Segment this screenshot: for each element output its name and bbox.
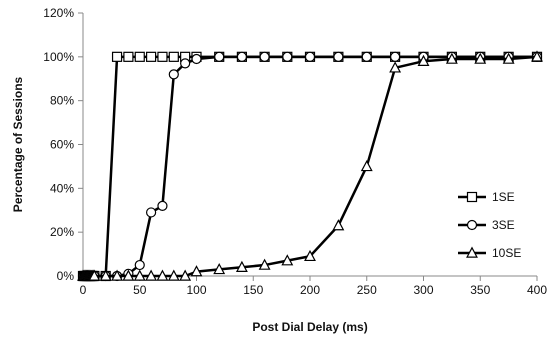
legend-marker-3se <box>466 219 478 231</box>
data-point-1se <box>146 51 157 62</box>
x-tick-label: 100 <box>186 283 206 297</box>
data-point-3se <box>134 259 145 271</box>
data-point-10se <box>190 265 203 277</box>
series-line-3se <box>82 55 537 278</box>
x-tick-label: 200 <box>300 283 320 297</box>
data-point-3se <box>146 207 157 218</box>
x-axis-ticks: 0 50 100 150 200 250 300 350 400 <box>80 276 547 297</box>
data-point-3se <box>333 51 344 62</box>
y-tick-label: 20% <box>50 225 74 239</box>
series-line-10se <box>82 55 538 278</box>
data-point-10se <box>281 254 294 266</box>
x-tick-label: 250 <box>357 283 377 297</box>
y-tick-label: 100% <box>43 50 74 64</box>
x-axis-title: Post Dial Delay (ms) <box>252 320 367 334</box>
data-point-10se <box>332 219 345 231</box>
data-point-10se <box>445 52 458 64</box>
data-point-10se <box>133 269 146 281</box>
data-point-1se <box>111 51 123 62</box>
data-point-10se <box>213 262 226 275</box>
legend: 1SE 3SE 10SE <box>458 190 521 260</box>
x-tick-label: 300 <box>413 283 433 297</box>
data-point-10se <box>304 249 316 262</box>
data-point-10se <box>167 269 180 281</box>
data-point-1se <box>123 51 134 62</box>
legend-item-3se: 3SE <box>458 218 515 232</box>
data-point-3se <box>236 51 247 62</box>
data-point-3se <box>361 51 372 62</box>
data-point-1se <box>168 51 179 62</box>
legend-marker-1se <box>466 191 478 203</box>
series-line-1se <box>82 55 537 278</box>
legend-label-10se: 10SE <box>492 246 521 260</box>
y-tick-label: 120% <box>43 6 74 20</box>
data-point-10se <box>531 50 543 62</box>
legend-label-3se: 3SE <box>492 218 515 232</box>
data-point-3se <box>259 51 270 62</box>
data-point-10se <box>145 269 158 281</box>
y-axis-ticks: 0% 20% 40% 60% 80% 100% 120% <box>43 6 83 283</box>
y-axis-title: Percentage of Sessions <box>11 76 25 212</box>
data-point-1se <box>134 51 145 62</box>
legend-label-1se: 1SE <box>492 190 515 204</box>
x-tick-label: 350 <box>470 283 490 297</box>
data-point-10se <box>360 159 373 172</box>
data-point-10se <box>156 269 169 281</box>
x-tick-label: 150 <box>243 283 263 297</box>
data-point-10se <box>389 61 402 73</box>
data-point-10se <box>235 260 248 272</box>
y-tick-label: 40% <box>50 181 74 195</box>
data-point-3se <box>282 51 293 62</box>
data-point-3se <box>157 200 168 211</box>
data-point-3se <box>304 51 316 62</box>
data-point-3se <box>180 58 191 69</box>
legend-marker-10se <box>466 246 478 258</box>
data-point-3se <box>214 51 225 62</box>
series-3se <box>77 51 543 282</box>
data-point-10se <box>502 52 515 64</box>
x-tick-label: 400 <box>527 283 547 297</box>
data-point-3se <box>191 53 202 65</box>
data-point-10se <box>417 54 430 66</box>
data-point-10se <box>179 269 192 281</box>
x-tick-label: 50 <box>133 283 147 297</box>
data-point-3se <box>168 69 179 80</box>
series-10se <box>77 50 543 281</box>
data-point-10se <box>88 269 101 281</box>
legend-item-1se: 1SE <box>458 190 515 204</box>
y-tick-label: 80% <box>50 94 74 108</box>
data-point-10se <box>111 269 123 281</box>
data-point-10se <box>474 52 487 64</box>
data-point-1se <box>157 51 168 62</box>
y-tick-label: 0% <box>57 269 75 283</box>
series-group <box>77 50 543 282</box>
legend-item-10se: 10SE <box>458 246 521 260</box>
series-1se <box>77 51 543 282</box>
data-point-3se <box>390 51 401 62</box>
y-tick-label: 60% <box>50 138 74 152</box>
data-point-10se <box>99 269 112 281</box>
data-point-10se <box>258 258 271 270</box>
data-point-10se <box>122 269 135 281</box>
x-tick-label: 0 <box>80 283 87 297</box>
